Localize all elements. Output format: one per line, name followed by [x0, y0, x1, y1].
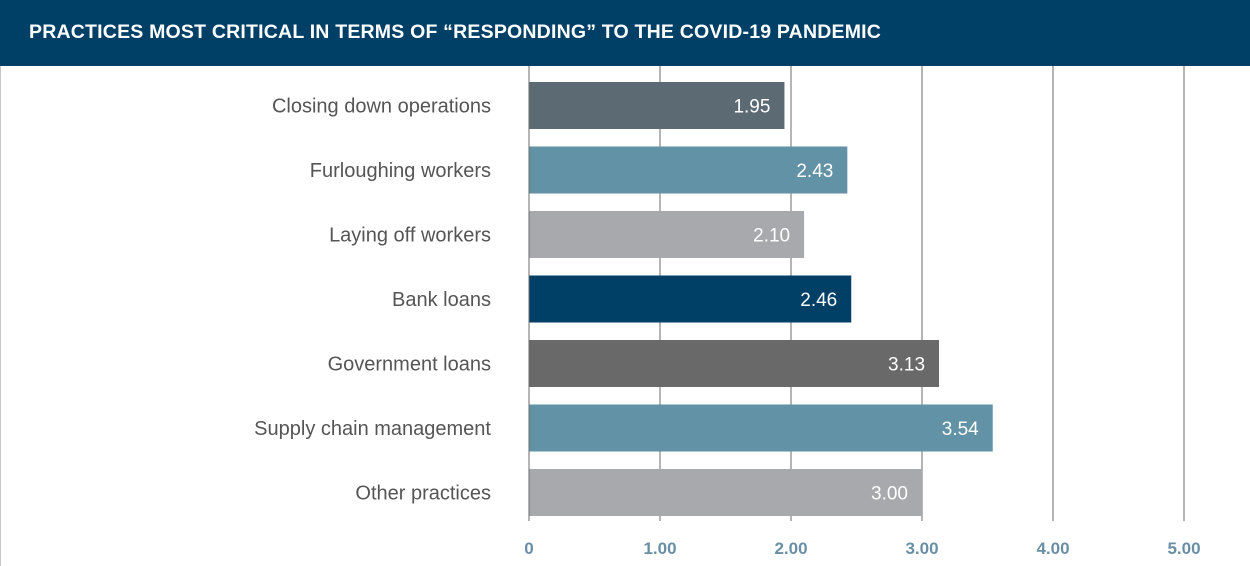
bar	[529, 275, 852, 323]
x-tick-label: 3.00	[905, 539, 938, 558]
bar-value-label: 1.95	[733, 97, 770, 118]
category-label: Supply chain management	[254, 418, 491, 440]
category-label: Furloughing workers	[310, 160, 491, 182]
category-label: Bank loans	[392, 289, 491, 311]
bar-value-label: 3.54	[942, 419, 979, 440]
x-tick-label: 1.00	[643, 539, 676, 558]
x-tick-label: 4.00	[1036, 539, 1069, 558]
bar-value-label: 3.00	[871, 484, 908, 505]
category-label: Government loans	[328, 354, 491, 376]
bar	[529, 404, 993, 452]
chart-title: PRACTICES MOST CRITICAL IN TERMS OF “RES…	[29, 21, 882, 43]
category-label: Other practices	[355, 483, 491, 505]
bar-value-label: 2.46	[800, 290, 837, 311]
bar	[529, 146, 848, 194]
left-border	[0, 66, 1, 566]
x-tick-label: 5.00	[1167, 539, 1200, 558]
x-tick-label: 0	[524, 539, 533, 558]
bar-value-label: 2.10	[753, 226, 790, 247]
x-tick-label: 2.00	[774, 539, 807, 558]
bar	[529, 469, 922, 516]
bar-value-label: 3.13	[888, 355, 925, 376]
category-label: Laying off workers	[329, 225, 491, 247]
bar-value-label: 2.43	[796, 161, 833, 182]
chart-header: PRACTICES MOST CRITICAL IN TERMS OF “RES…	[0, 0, 1250, 66]
category-label: Closing down operations	[272, 96, 491, 118]
bar	[529, 82, 785, 129]
bar	[529, 340, 940, 387]
bar	[529, 211, 805, 258]
